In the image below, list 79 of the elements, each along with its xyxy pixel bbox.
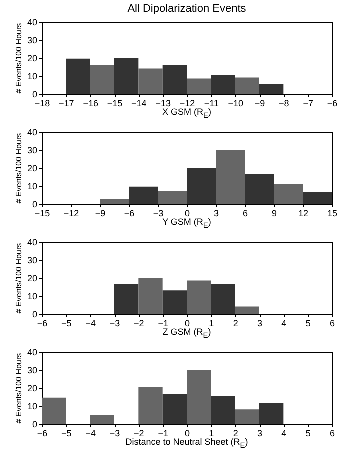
x-tick-label: 3 [214,208,220,218]
y-tick-label: 20 [27,164,38,174]
y-tick-label: 20 [27,274,38,284]
x-tick-label: 3 [257,428,263,438]
x-tick-label: −18 [34,98,50,108]
y-tick-label: 0 [32,420,38,430]
y-tick-label: 40 [27,348,38,358]
x-tick-label: 0 [184,208,190,218]
x-axis-title: Y GSM (R$_{E}$) [162,217,212,230]
x-tick-label: −15 [107,98,123,108]
x-tick-label: −9 [95,208,106,218]
x-tick-label: −12 [64,208,80,218]
x-tick-label: −5 [62,428,72,438]
x-tick-label: −2 [134,428,144,438]
x-tick-label: −3 [110,318,120,328]
y-tick-label: 30 [27,146,38,156]
y-tick-label: 0 [32,200,38,210]
y-tick-label: 10 [27,72,38,82]
x-tick-label: −4 [86,318,96,328]
y-axis-title: # Events/100 Hours [14,133,24,204]
x-tick-label: −11 [204,98,219,108]
x-axis-title: X GSM (R$_{E}$) [161,107,213,120]
y-tick-label: 0 [32,310,38,320]
x-tick-label: −9 [254,98,266,108]
y-tick-label: 10 [27,182,38,192]
x-tick-label: −2 [134,318,144,328]
chart-title: All Dipolarization Events [128,3,247,15]
x-tick-label: 3 [257,318,263,328]
x-tick-label: 6 [330,428,336,438]
x-tick-label: −5 [62,318,72,328]
x-tick-label: −3 [153,208,164,218]
y-tick-label: 40 [27,18,38,28]
x-tick-label: −12 [180,98,196,108]
y-axis-title: # Events/100 Hours [14,243,24,314]
y-tick-label: 10 [27,292,38,302]
x-tick-label: 0 [184,428,190,438]
x-tick-label: −8 [279,98,290,108]
y-tick-label: 40 [27,128,38,138]
x-tick-label: −1 [158,428,168,438]
x-tick-label: 0 [184,318,190,328]
y-axis-title: # Events/100 Hours [14,23,24,94]
x-tick-label: 12 [298,208,309,218]
x-tick-label: −10 [228,98,244,108]
x-tick-label: −6 [37,318,48,328]
y-tick-label: 10 [27,402,38,412]
x-tick-label: 6 [242,208,248,218]
x-tick-label: 5 [306,318,311,328]
y-tick-label: 0 [32,90,38,100]
y-tick-label: 40 [27,238,38,248]
x-tick-label: −16 [83,98,98,108]
x-tick-label: 5 [306,428,311,438]
x-tick-label: −17 [59,98,74,108]
x-tick-label: 1 [209,318,214,328]
x-tick-label: 9 [272,208,278,218]
x-axis-title: Z GSM (R$_{E}$) [162,327,212,340]
x-axis-title: Distance to Neutral Sheet (R$_{E}$) [124,437,250,450]
y-tick-label: 20 [27,54,38,64]
y-axis-title: # Events/100 Hours [14,353,24,424]
x-tick-label: 15 [327,208,338,218]
x-tick-label: −1 [158,318,168,328]
x-tick-label: 2 [233,318,238,328]
x-tick-label: 2 [233,428,238,438]
x-tick-label: −14 [132,98,147,108]
x-tick-label: −6 [327,98,338,108]
y-tick-label: 20 [27,384,38,394]
x-tick-label: −15 [34,208,50,218]
x-tick-label: −13 [156,98,171,108]
x-tick-label: 6 [330,318,336,328]
x-tick-label: −4 [86,428,96,438]
x-tick-label: 4 [282,318,287,328]
y-tick-label: 30 [27,36,38,46]
x-tick-label: −6 [37,428,48,438]
x-tick-label: 4 [282,428,287,438]
x-tick-label: −7 [303,98,314,108]
x-tick-label: 1 [209,428,214,438]
x-tick-label: −3 [110,428,120,438]
x-tick-label: −6 [124,208,135,218]
y-tick-label: 30 [27,366,38,376]
y-tick-label: 30 [27,256,38,266]
